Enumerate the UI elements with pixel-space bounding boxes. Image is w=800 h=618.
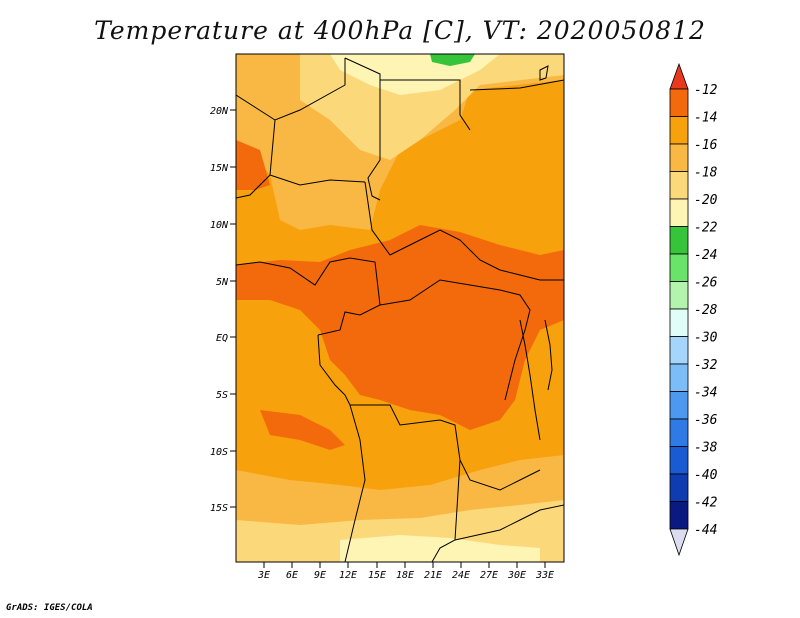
border-northeast bbox=[469, 79, 564, 91]
colorbar-label-2: -14 bbox=[694, 111, 717, 126]
field-band-minus22 bbox=[430, 54, 475, 66]
lon-label-9e: 9E bbox=[314, 570, 326, 581]
colorbar-label-14: -38 bbox=[694, 441, 718, 456]
lat-tick-15n: 15N bbox=[210, 163, 236, 174]
lon-tick-27e: 27E bbox=[480, 562, 498, 581]
colorbar-box-1 bbox=[669, 88, 689, 117]
colorbar-box-5 bbox=[669, 198, 689, 227]
lon-label-6e: 6E bbox=[286, 570, 298, 581]
lat-tick-10s: 10S bbox=[210, 447, 236, 458]
chart-title: Temperature at 400hPa [C], VT: 202005081… bbox=[94, 16, 706, 45]
colorbar-label-9: -28 bbox=[694, 303, 718, 318]
lat-label-15n: 15N bbox=[210, 163, 229, 174]
longitude-axis: 3E 6E 9E 12E 15E 18E 21E 24E 27E 30E 33E bbox=[257, 562, 554, 581]
latitude-axis: 20N 15N 10N 5N EQ 5S 10S 15S bbox=[210, 106, 236, 514]
colorbar-box-6 bbox=[669, 226, 689, 255]
colorbar-box-15 bbox=[669, 473, 689, 502]
colorbar-box-12 bbox=[669, 391, 689, 420]
lon-tick-21e: 21E bbox=[424, 562, 442, 581]
lon-label-24e: 24E bbox=[452, 570, 470, 581]
coast-angola bbox=[344, 404, 366, 562]
lat-label-10n: 10N bbox=[210, 220, 229, 231]
lat-label-eq: EQ bbox=[216, 333, 228, 344]
colorbar-label-11: -32 bbox=[694, 358, 718, 373]
lat-tick-10n: 10N bbox=[210, 220, 236, 231]
lat-label-10s: 10S bbox=[210, 447, 228, 458]
lon-tick-12e: 12E bbox=[339, 562, 357, 581]
lon-label-18e: 18E bbox=[396, 570, 414, 581]
colorbar-label-7: -24 bbox=[694, 248, 717, 263]
lon-tick-15e: 15E bbox=[368, 562, 386, 581]
lon-label-12e: 12E bbox=[339, 570, 357, 581]
colorbar-box-7 bbox=[669, 253, 689, 282]
lon-label-27e: 27E bbox=[480, 570, 498, 581]
lat-tick-5n: 5N bbox=[216, 277, 236, 288]
border-gulf-guinea bbox=[236, 257, 381, 336]
colorbar-label-12: -34 bbox=[694, 386, 717, 401]
lon-tick-18e: 18E bbox=[396, 562, 414, 581]
coast-red-sea bbox=[539, 65, 549, 81]
lat-label-5n: 5N bbox=[216, 277, 229, 288]
field-streak-sw-warm bbox=[260, 410, 345, 450]
border-congo-north bbox=[379, 279, 531, 401]
colorbar-label-13: -36 bbox=[694, 413, 718, 428]
colorbar-box-14 bbox=[669, 446, 689, 475]
field-patch-nw-warm bbox=[236, 140, 270, 190]
lon-label-33e: 33E bbox=[535, 570, 554, 581]
lat-label-5s: 5S bbox=[216, 390, 228, 401]
border-sahel bbox=[236, 119, 366, 199]
temperature-field bbox=[236, 54, 564, 562]
colorbar-box-13 bbox=[669, 418, 689, 447]
border-central-north bbox=[364, 181, 564, 281]
grads-credit: GrADS: IGES/COLA bbox=[6, 603, 93, 613]
border-east-lakes bbox=[519, 319, 553, 441]
country-borders bbox=[236, 57, 564, 562]
colorbar-box-2 bbox=[669, 116, 689, 145]
map-frame bbox=[235, 53, 565, 563]
colorbar-box-4 bbox=[669, 171, 689, 200]
lat-tick-15s: 15S bbox=[210, 503, 236, 514]
colorbar-box-16 bbox=[669, 501, 689, 530]
colorbar-label-6: -22 bbox=[694, 221, 718, 236]
lon-tick-33e: 33E bbox=[535, 562, 554, 581]
colorbar-label-8: -26 bbox=[694, 276, 718, 291]
lon-tick-6e: 6E bbox=[286, 562, 298, 581]
lon-tick-30e: 30E bbox=[507, 562, 526, 581]
lon-label-15e: 15E bbox=[368, 570, 386, 581]
colorbar-box-10 bbox=[669, 336, 689, 365]
lon-tick-3e: 3E bbox=[257, 562, 270, 581]
lon-label-30e: 30E bbox=[507, 570, 526, 581]
colorbar-label-10: -30 bbox=[694, 331, 718, 346]
colorbar-box-11 bbox=[669, 363, 689, 392]
lon-tick-24e: 24E bbox=[452, 562, 470, 581]
colorbar: -12 -14 -16 -18 -20 -22 -24 -26 -28 -30 … bbox=[669, 62, 718, 557]
field-region-central-warm bbox=[236, 225, 564, 430]
colorbar-box-8 bbox=[669, 281, 689, 310]
colorbar-label-17: -44 bbox=[694, 523, 717, 538]
colorbar-label-4: -18 bbox=[694, 166, 718, 181]
colorbar-label-5: -20 bbox=[694, 193, 718, 208]
border-south bbox=[431, 459, 564, 562]
colorbar-box-9 bbox=[669, 308, 689, 337]
lat-label-15s: 15S bbox=[210, 503, 228, 514]
colorbar-label-15: -40 bbox=[694, 468, 718, 483]
lat-tick-eq: EQ bbox=[216, 333, 236, 344]
colorbar-label-16: -42 bbox=[694, 496, 718, 511]
colorbar-top-arrow bbox=[669, 62, 689, 90]
colorbar-label-1: -12 bbox=[694, 83, 718, 98]
lon-label-21e: 21E bbox=[424, 570, 442, 581]
colorbar-bottom-arrow bbox=[669, 528, 689, 557]
colorbar-label-3: -16 bbox=[694, 138, 718, 153]
border-north bbox=[236, 57, 471, 201]
lon-tick-9e: 9E bbox=[314, 562, 326, 581]
border-congo-south bbox=[317, 334, 541, 491]
lat-tick-20n: 20N bbox=[210, 106, 236, 117]
lat-label-20n: 20N bbox=[210, 106, 229, 117]
lon-label-3e: 3E bbox=[257, 570, 270, 581]
colorbar-box-3 bbox=[669, 143, 689, 172]
lat-tick-5s: 5S bbox=[216, 390, 236, 401]
